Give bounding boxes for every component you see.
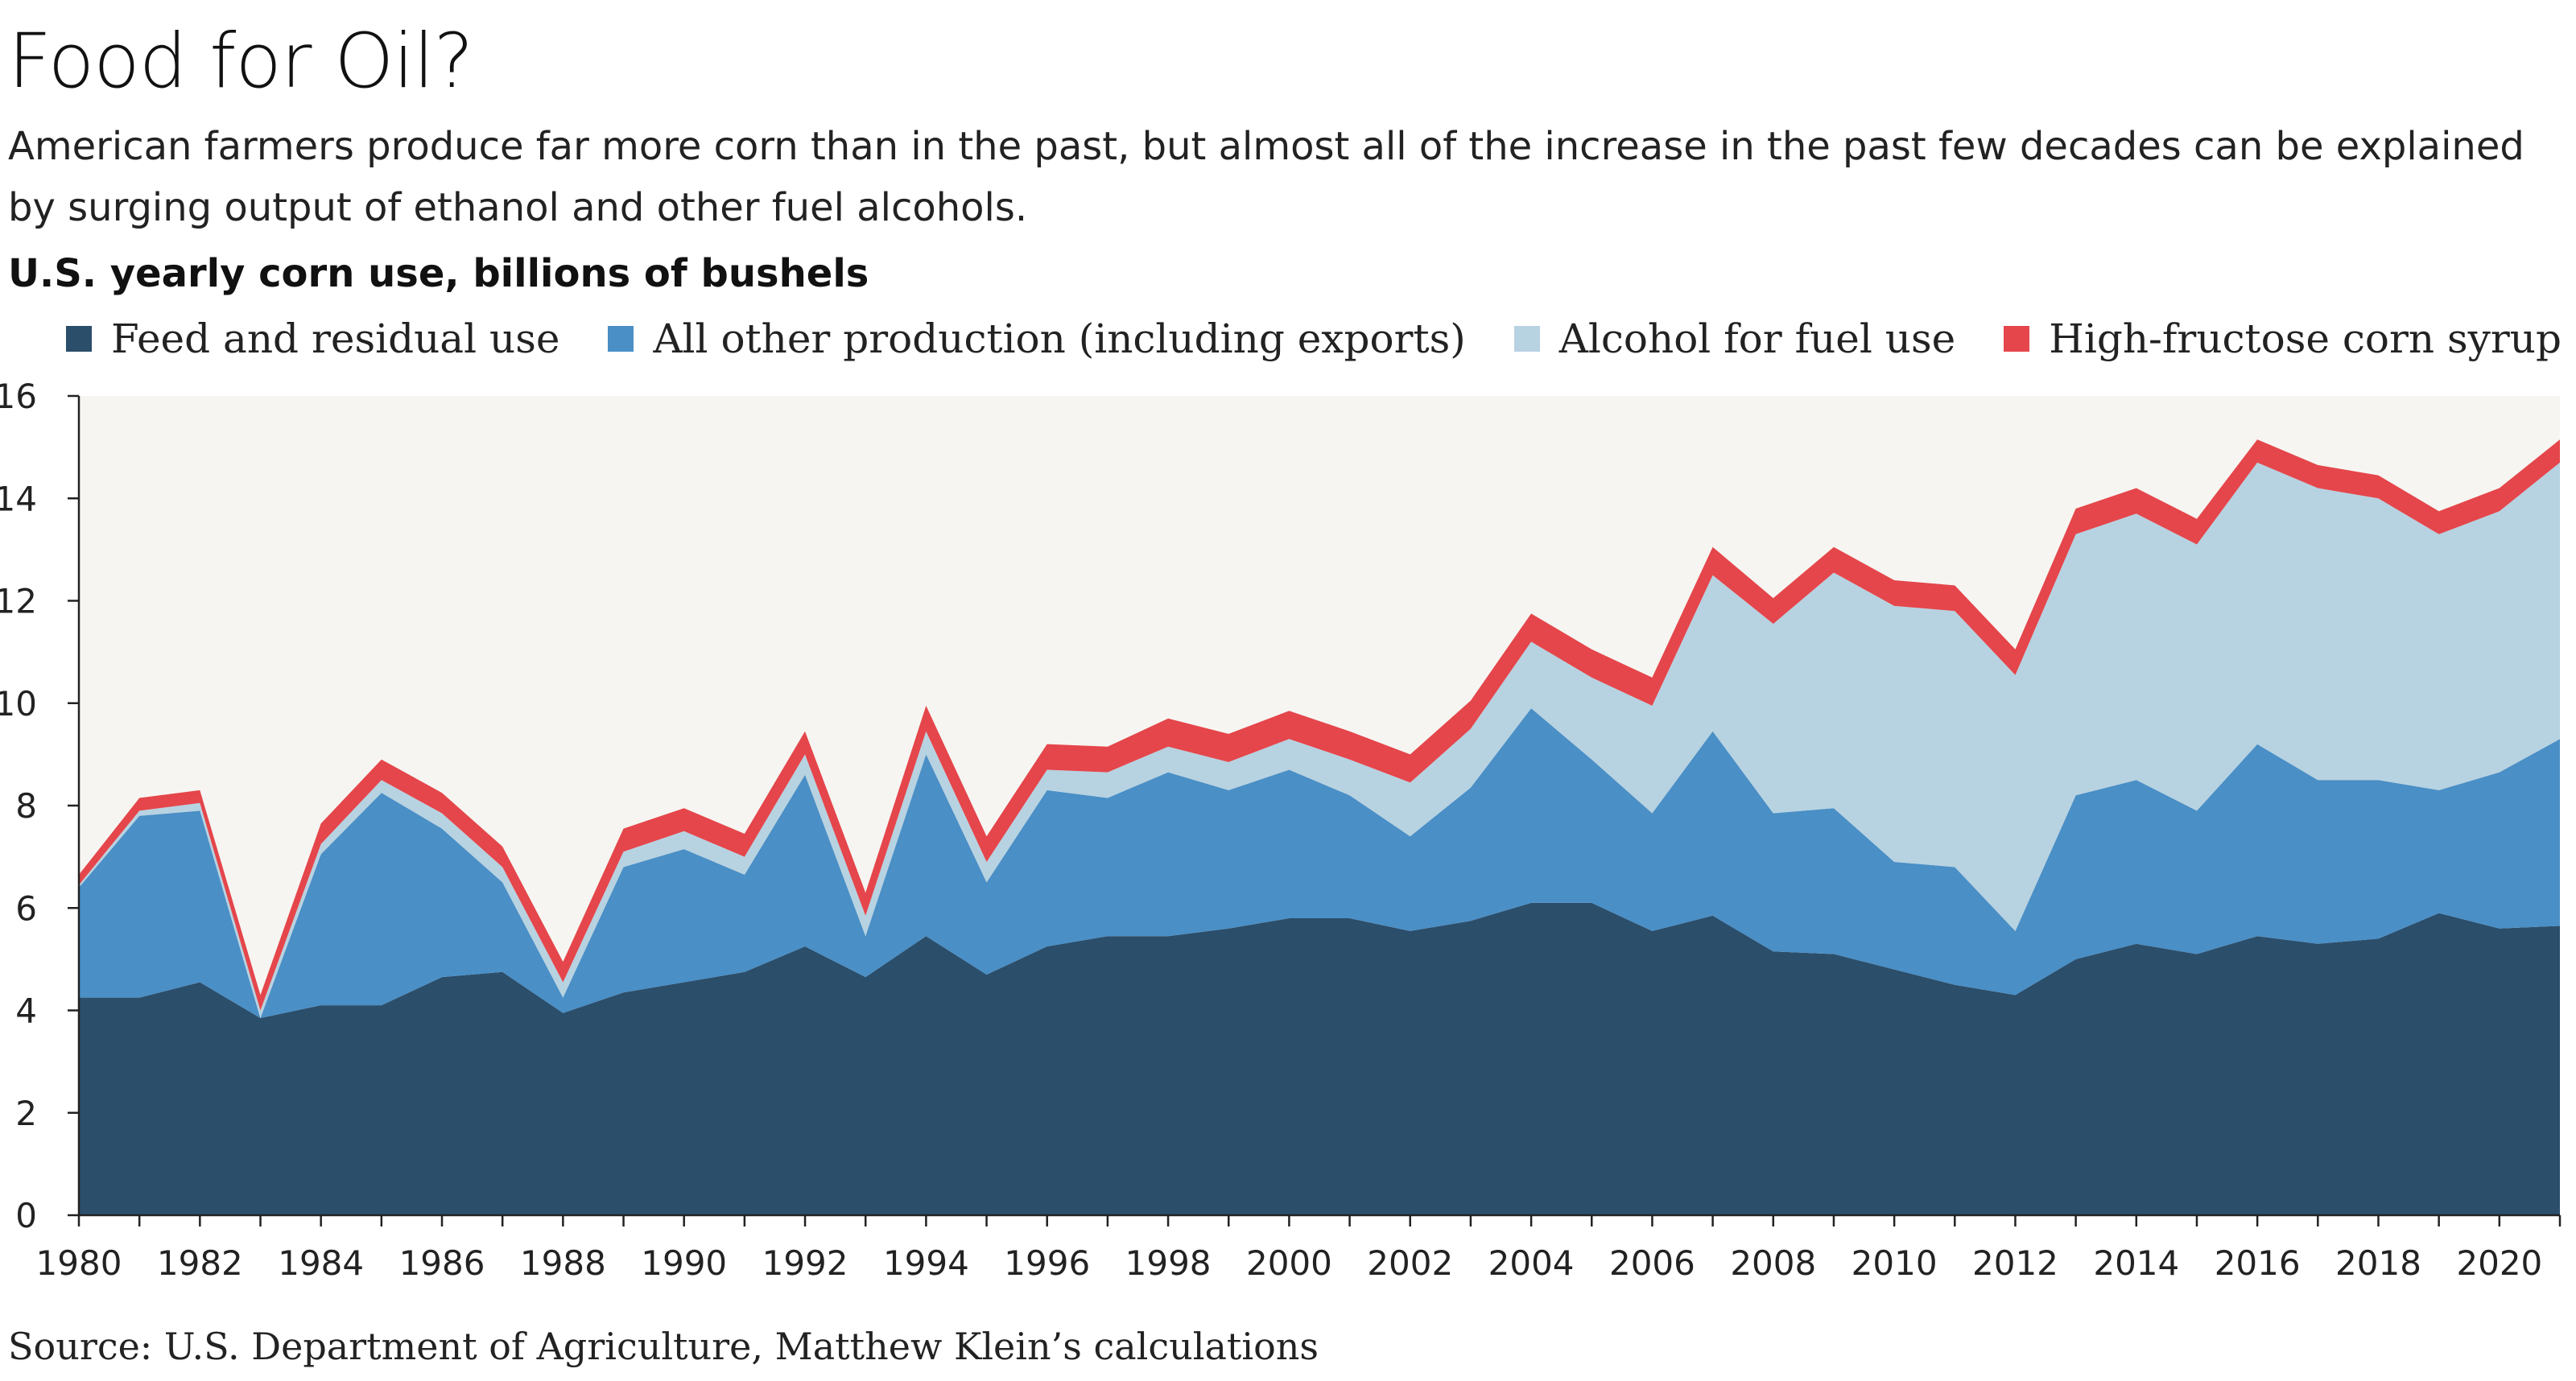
legend-swatch-other — [608, 326, 634, 352]
x-tick-label: 1994 — [883, 1243, 969, 1283]
x-tick-label: 1986 — [399, 1243, 485, 1283]
legend-swatch-hfcs — [2004, 326, 2030, 352]
y-tick-label: 2 — [15, 1094, 37, 1133]
y-tick-label: 16 — [0, 377, 37, 416]
y-tick-label: 0 — [15, 1196, 37, 1235]
chart-legend: Feed and residual use All other producti… — [8, 311, 2576, 367]
legend-item-feed: Feed and residual use — [8, 315, 559, 362]
x-tick-label: 2018 — [2335, 1243, 2421, 1283]
x-tick-label: 2020 — [2456, 1243, 2542, 1283]
x-tick-label: 2006 — [1609, 1243, 1695, 1283]
y-tick-label: 8 — [15, 786, 37, 826]
legend-item-alcohol: Alcohol for fuel use — [1513, 315, 1956, 362]
area-series-feed — [79, 902, 2560, 1215]
y-tick-label: 14 — [0, 479, 37, 518]
y-tick-label: 6 — [15, 888, 37, 928]
x-tick-label: 1982 — [157, 1243, 243, 1283]
x-tick-label: 2010 — [1852, 1243, 1938, 1283]
legend-swatch-alcohol — [1513, 326, 1540, 352]
area-series-other — [79, 708, 2560, 1018]
stacked-area-chart: 0 2 4 6 8 10 12 14 16 1980 1982 1984 1986 1988 1990 199… — [0, 377, 2562, 1283]
legend-item-other: All other production (including exports) — [608, 315, 1466, 362]
x-tick-label: 1998 — [1125, 1243, 1212, 1283]
x-tick-label: 2014 — [2093, 1243, 2179, 1283]
legend-label-hfcs: High-fructose corn syrup — [2049, 315, 2562, 362]
y-tick-label: 12 — [0, 582, 37, 621]
legend-swatch-feed — [66, 326, 92, 352]
chart-units-label: U.S. yearly corn use, billions of bushel… — [8, 251, 869, 296]
x-tick-label: 2004 — [1488, 1243, 1575, 1283]
x-tick-label: 2000 — [1246, 1243, 1332, 1283]
x-tick-label: 1984 — [278, 1243, 364, 1283]
legend-label-other: All other production (including exports) — [653, 315, 1466, 362]
area-series-hfcs — [79, 439, 2560, 1011]
legend-label-alcohol: Alcohol for fuel use — [1558, 315, 1956, 362]
y-tick-label: 4 — [15, 991, 37, 1031]
legend-label-feed: Feed and residual use — [111, 315, 560, 362]
source-note: Source: U.S. Department of Agriculture, … — [8, 1325, 1319, 1368]
x-tick-label: 1996 — [1004, 1243, 1090, 1283]
x-tick-label: 2012 — [1972, 1243, 2058, 1283]
x-tick-label: 2008 — [1730, 1243, 1816, 1283]
x-tick-label: 1988 — [520, 1243, 606, 1283]
legend-item-hfcs: High-fructose corn syrup — [2004, 315, 2562, 362]
x-tick-label: 1990 — [641, 1243, 727, 1283]
area-series-alcohol — [79, 462, 2560, 1018]
x-tick-label: 2016 — [2215, 1243, 2301, 1283]
y-tick-label: 10 — [0, 684, 37, 723]
x-tick-label: 1992 — [762, 1243, 848, 1283]
x-tick-label: 2002 — [1367, 1243, 1453, 1283]
x-tick-label: 1980 — [36, 1243, 122, 1283]
page-title: Food for Oil? — [8, 18, 474, 105]
chart-subtitle: American farmers produce far more corn t… — [8, 124, 2524, 230]
